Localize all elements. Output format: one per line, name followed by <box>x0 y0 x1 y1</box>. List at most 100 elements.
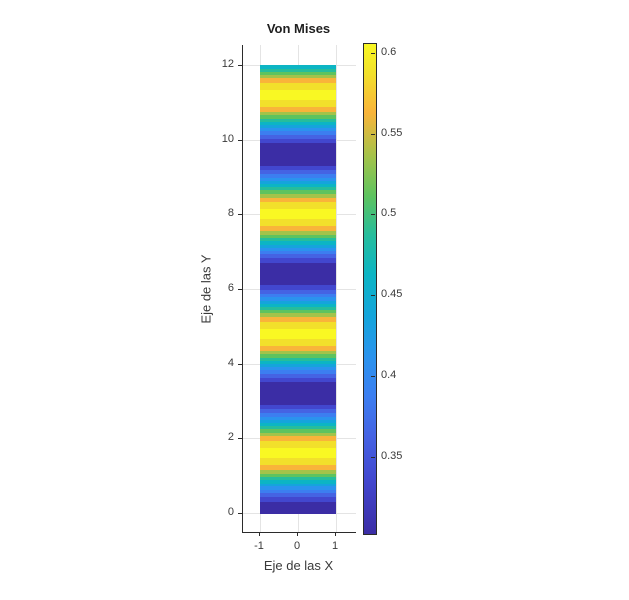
x-tick-label: 1 <box>331 540 339 552</box>
contour-stripe <box>260 143 336 167</box>
contour-stripe <box>260 364 336 368</box>
gridline-vertical <box>336 45 337 532</box>
y-tick-label: 10 <box>221 132 234 145</box>
contour-stripe <box>260 285 336 291</box>
x-tick-label: -1 <box>254 540 264 552</box>
contour-stripe <box>260 289 336 295</box>
contour-stripe <box>260 313 336 318</box>
contour-stripe <box>260 350 336 356</box>
contour-stripe <box>260 426 336 431</box>
y-tick-mark <box>238 65 242 66</box>
y-tick-label: 0 <box>227 506 234 518</box>
contour-stripe <box>260 184 336 189</box>
contour-stripe <box>260 458 336 466</box>
contour-stripe <box>260 297 336 302</box>
contour-stripe <box>260 197 336 204</box>
colorbar-tick-label: 0.6 <box>381 45 397 58</box>
contour-stripe <box>260 244 336 249</box>
colorbar-tick-label: 0.4 <box>381 369 397 382</box>
contour-stripe <box>260 477 336 481</box>
x-tick-mark <box>335 532 336 536</box>
x-tick-mark <box>297 532 298 536</box>
contour-stripe <box>260 247 336 252</box>
contour-stripe <box>260 367 336 372</box>
chart-title: Von Mises <box>266 21 331 36</box>
contour-stripe <box>260 338 336 347</box>
y-tick-label: 6 <box>227 282 234 294</box>
contour-stripe <box>260 448 336 459</box>
contour-stripe <box>260 254 336 260</box>
contour-band <box>260 65 336 514</box>
contour-stripe <box>260 373 336 379</box>
contour-stripe <box>260 413 336 418</box>
colorbar-tick-label: 0.55 <box>381 126 403 139</box>
contour-stripe <box>260 99 336 108</box>
contour-stripe <box>260 489 336 494</box>
contour-stripe <box>260 187 336 192</box>
contour-stripe <box>260 241 336 246</box>
contour-stripe <box>260 209 336 220</box>
contour-stripe <box>260 258 336 264</box>
contour-stripe <box>260 370 336 375</box>
contour-stripe <box>260 317 336 323</box>
contour-stripe <box>260 190 336 195</box>
contour-stripe <box>260 328 336 340</box>
contour-stripe <box>260 420 336 424</box>
contour-stripe <box>260 409 336 414</box>
contour-stripe <box>260 250 336 255</box>
plot-area <box>242 45 356 533</box>
y-tick-label: 12 <box>221 58 234 70</box>
contour-stripe <box>260 75 336 80</box>
contour-stripe <box>260 303 336 308</box>
contour-stripe <box>260 78 336 84</box>
contour-stripe <box>260 293 336 298</box>
contour-stripe <box>260 121 336 126</box>
contour-stripe <box>260 357 336 362</box>
contour-stripe <box>260 134 336 140</box>
contour-stripe <box>260 128 336 133</box>
contour-stripe <box>260 432 336 438</box>
contour-stripe <box>260 170 336 176</box>
contour-stripe <box>260 165 336 171</box>
contour-stripe <box>260 377 336 384</box>
contour-stripe <box>260 177 336 182</box>
contour-stripe <box>260 501 336 514</box>
colorbar-tick-label: 0.45 <box>381 288 403 301</box>
contour-stripe <box>260 309 336 314</box>
contour-stripe <box>260 321 336 330</box>
x-axis-label: Eje de las X <box>263 558 334 573</box>
contour-stripe <box>260 345 336 352</box>
contour-stripe <box>260 138 336 145</box>
y-tick-label: 2 <box>227 431 234 444</box>
contour-stripe <box>260 382 336 406</box>
contour-stripe <box>260 115 336 120</box>
contour-stripe <box>260 354 336 359</box>
colorbar-tick-mark <box>371 52 375 54</box>
contour-stripe <box>260 416 336 421</box>
contour-stripe <box>260 193 336 199</box>
colorbar-tick-mark <box>371 133 375 135</box>
colorbar-tick-mark <box>371 376 375 378</box>
contour-stripe <box>260 473 336 478</box>
contour-stripe <box>260 404 336 410</box>
y-tick-mark <box>238 214 242 216</box>
contour-stripe <box>260 300 336 305</box>
contour-stripe <box>260 306 336 311</box>
contour-stripe <box>260 68 336 73</box>
contour-stripe <box>260 436 336 442</box>
contour-stripe <box>260 486 336 491</box>
contour-stripe <box>260 483 336 488</box>
contour-stripe <box>260 429 336 434</box>
contour-stripe <box>260 90 336 101</box>
contour-stripe <box>260 118 336 123</box>
colorbar <box>363 43 377 535</box>
colorbar-tick-mark <box>371 295 375 297</box>
colorbar-tick-mark <box>371 214 375 216</box>
colorbar-tick-mark <box>371 456 375 458</box>
contour-stripe <box>260 262 336 286</box>
contour-stripe <box>260 423 336 427</box>
contour-stripe <box>260 480 336 485</box>
contour-stripe <box>260 493 336 498</box>
contour-stripe <box>260 238 336 242</box>
